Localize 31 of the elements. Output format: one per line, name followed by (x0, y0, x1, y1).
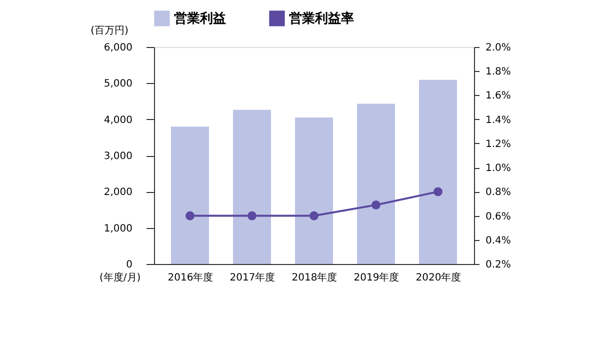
point (186, 211, 194, 220)
x-tick-label: 2019年度 (354, 272, 400, 284)
y2-tick-label: 0.8% (486, 187, 511, 198)
y-tick-label: 3,000 (104, 151, 132, 162)
legend-label: 営業利益 (174, 10, 226, 26)
y2-tick-label: 0.4% (486, 235, 511, 246)
x-tick-label: 2020年度 (416, 272, 462, 284)
legend-label: 営業利益率 (289, 10, 354, 26)
y2-tick-label: 2.0% (486, 42, 511, 54)
y2-tick-label: 0.6% (486, 211, 511, 222)
y-tick-label: 1,000 (104, 223, 132, 234)
point (434, 187, 442, 196)
x-tick-label: 2016年度 (168, 272, 214, 284)
y-tick-label: 2,000 (104, 187, 132, 198)
y-tick-label: 4,000 (104, 114, 132, 126)
y2-tick-label: 1.8% (486, 66, 511, 78)
point (248, 211, 256, 220)
point (310, 211, 318, 220)
y-tick-label: 5,000 (104, 78, 132, 90)
y2-tick-label: 1.6% (486, 90, 511, 102)
x-tick-label: 2018年度 (292, 272, 338, 284)
point (372, 200, 380, 210)
y2-tick-label: 1.0% (486, 163, 511, 174)
y2-tick-label: 0.2% (486, 260, 511, 270)
x-tick-label: 2017年度 (230, 272, 276, 284)
y-tick-label: 0 (126, 260, 132, 270)
x-axis-title: (年度/月) (100, 272, 141, 284)
y2-tick-label: 1.2% (486, 138, 511, 150)
y-tick-label: 6,000 (104, 42, 132, 54)
y-axis-title: (百万円) (90, 26, 128, 36)
y2-tick-label: 1.4% (486, 114, 511, 126)
